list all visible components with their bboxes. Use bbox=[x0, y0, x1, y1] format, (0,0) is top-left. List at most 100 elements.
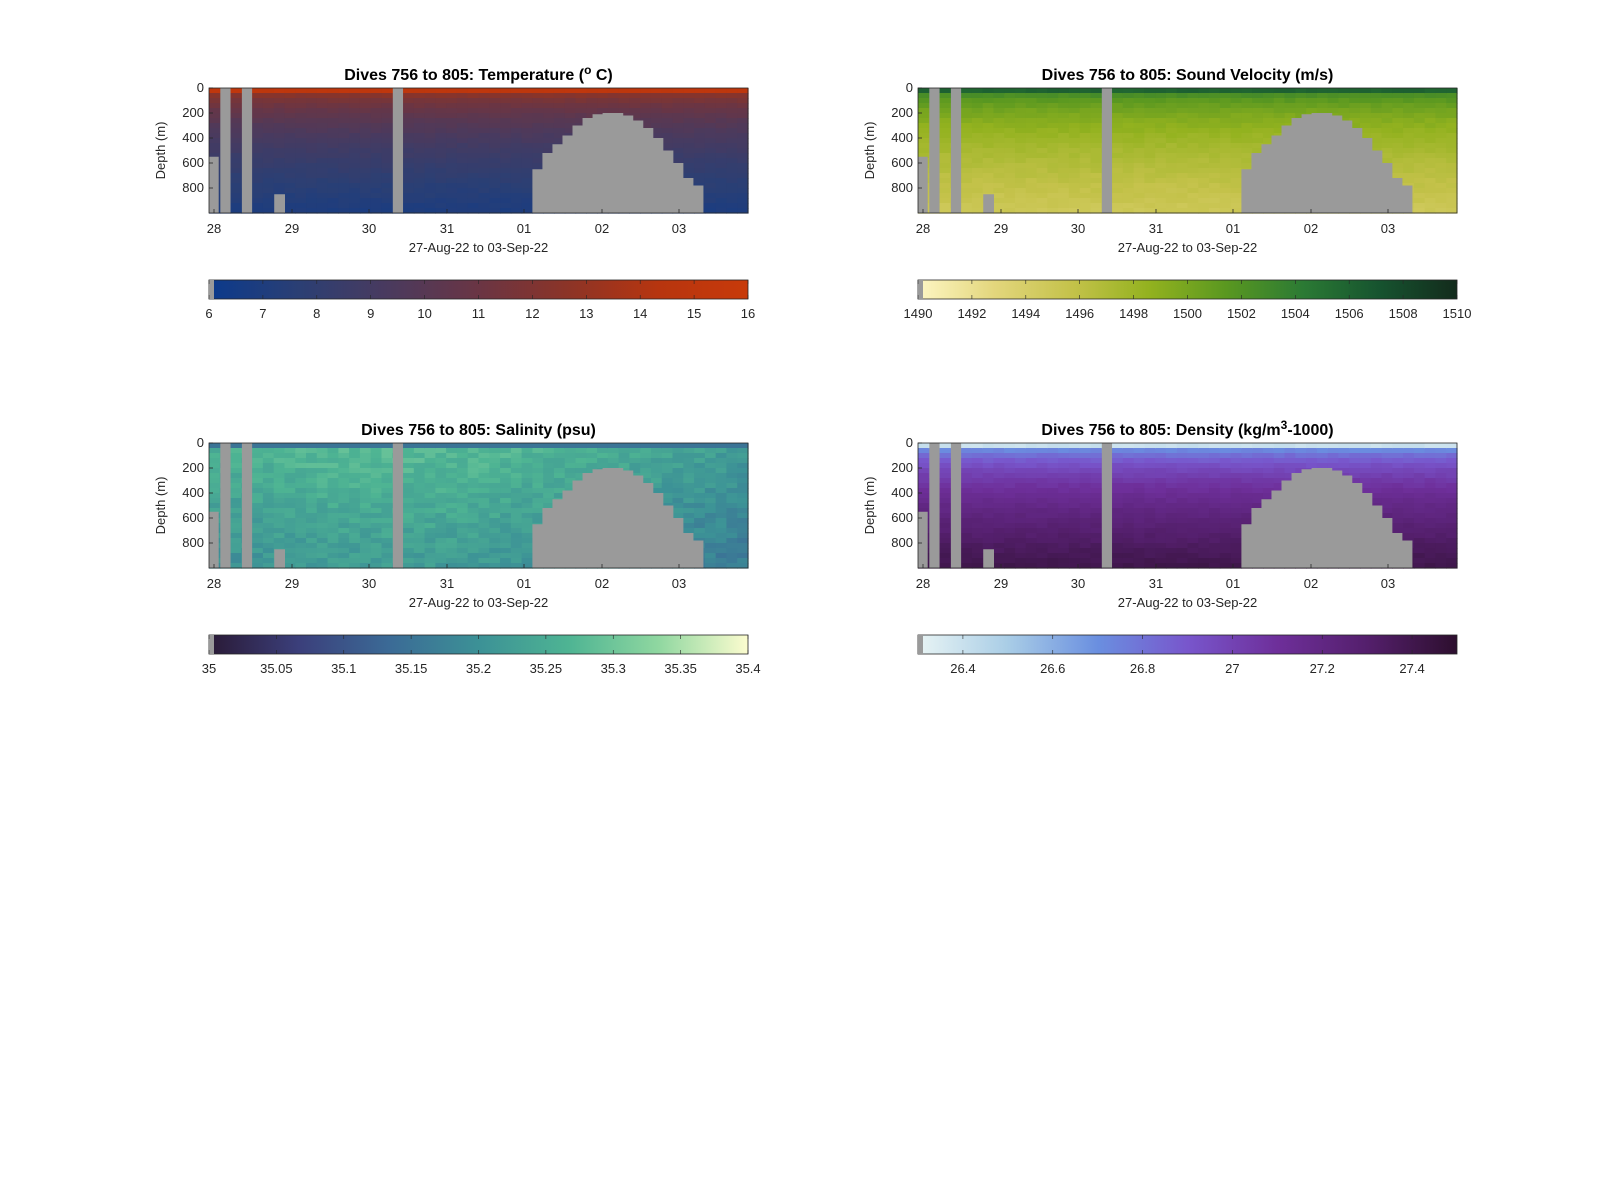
heatmap-cell bbox=[1133, 138, 1145, 144]
heatmap-cell bbox=[1025, 563, 1038, 569]
heatmap-cell bbox=[500, 528, 512, 534]
heatmap-cell bbox=[413, 553, 426, 559]
heatmap-cell bbox=[737, 138, 749, 144]
heatmap-cell bbox=[1165, 208, 1178, 214]
heatmap-cell bbox=[403, 493, 415, 499]
heatmap-cell bbox=[252, 153, 264, 159]
heatmap-cell bbox=[1230, 548, 1242, 554]
heatmap-cell bbox=[726, 98, 738, 104]
heatmap-cell bbox=[1413, 198, 1426, 204]
heatmap-cell bbox=[1133, 493, 1145, 499]
heatmap-cell bbox=[252, 528, 264, 534]
heatmap-cell bbox=[262, 158, 275, 164]
heatmap-cell bbox=[262, 93, 275, 99]
heatmap-cell bbox=[553, 113, 566, 119]
heatmap-cell bbox=[284, 138, 296, 144]
heatmap-cell bbox=[1219, 143, 1232, 149]
heatmap-cell bbox=[1165, 538, 1178, 544]
heatmap-cell bbox=[715, 118, 728, 124]
heatmap-cell bbox=[1338, 93, 1350, 99]
heatmap-cell bbox=[230, 163, 242, 169]
heatmap-cell bbox=[252, 513, 264, 519]
heatmap-cell bbox=[252, 483, 264, 489]
heatmap-cell bbox=[381, 178, 393, 184]
heatmap-cell bbox=[262, 468, 275, 474]
heatmap-cell bbox=[607, 108, 620, 114]
heatmap-cell bbox=[403, 563, 415, 569]
heatmap-cell bbox=[694, 88, 706, 94]
heatmap-cell bbox=[1262, 473, 1275, 479]
heatmap-cell bbox=[971, 523, 984, 529]
heatmap-cell bbox=[446, 558, 458, 564]
heatmap-cell bbox=[1209, 473, 1221, 479]
heatmap-cell bbox=[424, 513, 436, 519]
heatmap-cell bbox=[467, 543, 480, 549]
heatmap-cell bbox=[640, 93, 652, 99]
heatmap-cell bbox=[435, 458, 447, 464]
heatmap-cell bbox=[1112, 453, 1124, 459]
heatmap-cell bbox=[284, 163, 296, 169]
heatmap-cell bbox=[1036, 538, 1048, 544]
heatmap-cell bbox=[1122, 113, 1135, 119]
heatmap-cell bbox=[327, 528, 339, 534]
heatmap-cell bbox=[1435, 123, 1447, 129]
heatmap-cell bbox=[640, 113, 652, 119]
heatmap-cell bbox=[478, 113, 490, 119]
heatmap-cell bbox=[1176, 168, 1189, 174]
heatmap-cell bbox=[273, 113, 286, 119]
heatmap-cell bbox=[1112, 553, 1124, 559]
heatmap-cell bbox=[413, 193, 426, 199]
heatmap-cell bbox=[650, 113, 663, 119]
heatmap-cell bbox=[521, 488, 533, 494]
heatmap-cell bbox=[961, 88, 973, 94]
heatmap-cell bbox=[500, 518, 512, 524]
missing-gap bbox=[274, 549, 285, 568]
heatmap-cell bbox=[424, 493, 436, 499]
heatmap-cell bbox=[939, 138, 951, 144]
heatmap-cell bbox=[1090, 543, 1102, 549]
heatmap-cell bbox=[661, 453, 674, 459]
heatmap-cell bbox=[726, 473, 738, 479]
heatmap-cell bbox=[1359, 103, 1372, 109]
heatmap-cell bbox=[1198, 173, 1210, 179]
heatmap-cell bbox=[661, 98, 674, 104]
heatmap-cell bbox=[295, 463, 307, 469]
heatmap-cell bbox=[993, 203, 1005, 209]
heatmap-cell bbox=[597, 453, 609, 459]
heatmap-cell bbox=[694, 123, 706, 129]
heatmap-cell bbox=[961, 188, 973, 194]
heatmap-cell bbox=[1155, 548, 1167, 554]
heatmap-cell bbox=[381, 538, 393, 544]
heatmap-cell bbox=[1316, 108, 1329, 114]
heatmap-cell bbox=[510, 173, 523, 179]
heatmap-cell bbox=[1219, 523, 1232, 529]
heatmap-cell bbox=[1198, 113, 1210, 119]
heatmap-cell bbox=[252, 498, 264, 504]
heatmap-cell bbox=[575, 463, 587, 469]
heatmap-cell bbox=[338, 203, 350, 209]
heatmap-cell bbox=[230, 513, 242, 519]
heatmap-cell bbox=[435, 493, 447, 499]
heatmap-cell bbox=[726, 518, 738, 524]
heatmap-cell bbox=[1058, 468, 1070, 474]
heatmap-cell bbox=[349, 543, 361, 549]
heatmap-cell bbox=[1349, 118, 1361, 124]
heatmap-cell bbox=[726, 483, 738, 489]
heatmap-cell bbox=[1015, 553, 1027, 559]
heatmap-cell bbox=[521, 203, 533, 209]
heatmap-cell bbox=[403, 498, 415, 504]
heatmap-cell bbox=[1262, 463, 1275, 469]
heatmap-cell bbox=[939, 143, 951, 149]
heatmap-cell bbox=[532, 483, 544, 489]
heatmap-cell bbox=[252, 113, 264, 119]
heatmap-cell bbox=[1047, 453, 1059, 459]
heatmap-cell bbox=[424, 198, 436, 204]
heatmap-cell bbox=[982, 113, 995, 119]
heatmap-cell bbox=[1036, 143, 1048, 149]
heatmap-cell bbox=[306, 183, 318, 189]
heatmap-cell bbox=[694, 93, 706, 99]
heatmap-cell bbox=[489, 188, 501, 194]
heatmap-cell bbox=[456, 163, 469, 169]
heatmap-cell bbox=[564, 463, 577, 469]
heatmap-cell bbox=[306, 548, 318, 554]
